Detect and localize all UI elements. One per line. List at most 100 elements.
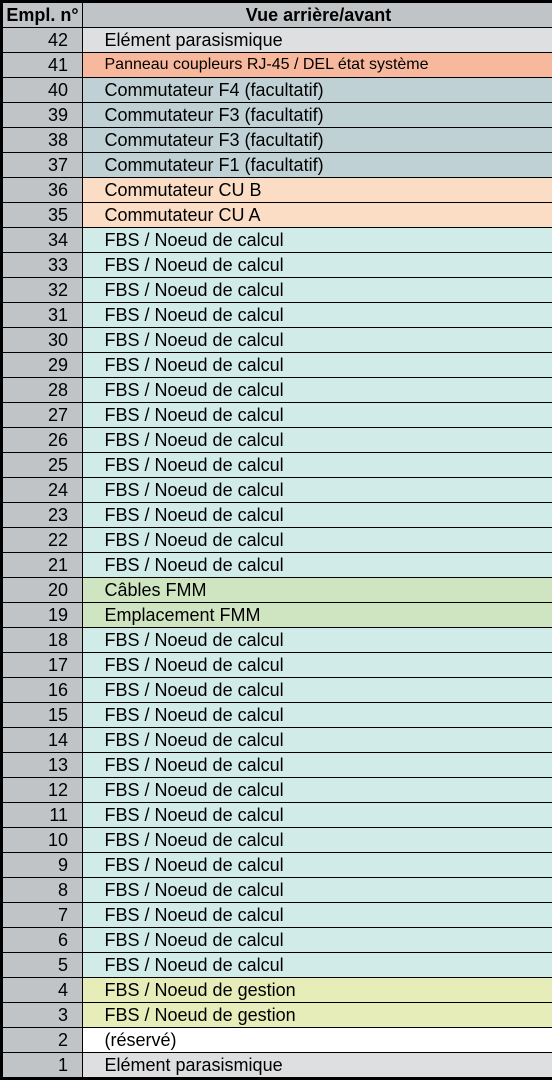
row-num: 38 [3, 128, 83, 153]
row-spacer [83, 553, 103, 578]
row-spacer [83, 478, 103, 503]
table-row: 35 Commutateur CU A [3, 203, 552, 228]
row-label: FBS / Noeud de gestion [103, 1003, 552, 1028]
table-row: 13 FBS / Noeud de calcul [3, 753, 552, 778]
row-label: FBS / Noeud de calcul [103, 678, 552, 703]
row-spacer [83, 903, 103, 928]
row-label: FBS / Noeud de calcul [103, 728, 552, 753]
table-row: 27FBS / Noeud de calcul [3, 403, 552, 428]
row-spacer [83, 528, 103, 553]
row-num: 25 [3, 453, 83, 478]
row-num: 41 [3, 53, 83, 78]
table-row: 5FBS / Noeud de calcul [3, 953, 552, 978]
row-spacer [83, 428, 103, 453]
row-label: FBS / Noeud de calcul [103, 903, 552, 928]
row-spacer [83, 128, 103, 153]
row-label: Commutateur F4 (facultatif) [103, 78, 552, 103]
row-num: 34 [3, 228, 83, 253]
table-row: 12FBS / Noeud de calcul [3, 778, 552, 803]
row-label: FBS / Noeud de calcul [103, 478, 552, 503]
row-label: (réservé) [103, 1028, 552, 1053]
row-label: FBS / Noeud de calcul [103, 653, 552, 678]
row-num: 32 [3, 278, 83, 303]
table-header-row: Empl. n° Vue arrière/avant [3, 3, 552, 28]
row-label: FBS / Noeud de calcul [103, 953, 552, 978]
table-row: 9FBS / Noeud de calcul [3, 853, 552, 878]
row-spacer [83, 378, 103, 403]
row-num: 6 [3, 928, 83, 953]
row-num: 35 [3, 203, 83, 228]
row-label: Panneau coupleurs RJ-45 / DEL état systè… [103, 53, 552, 78]
row-spacer [83, 853, 103, 878]
row-spacer [83, 53, 103, 78]
row-num: 23 [3, 503, 83, 528]
row-spacer [83, 178, 103, 203]
row-label: FBS / Noeud de calcul [103, 278, 552, 303]
row-label: FBS / Noeud de calcul [103, 378, 552, 403]
table-row: 41 Panneau coupleurs RJ-45 / DEL état sys… [3, 53, 552, 78]
row-num: 10 [3, 828, 83, 853]
row-num: 33 [3, 253, 83, 278]
table-row: 24 FBS / Noeud de calcul [3, 478, 552, 503]
row-label: Commutateur CU A [103, 203, 552, 228]
table-row: 16FBS / Noeud de calcul [3, 678, 552, 703]
row-spacer [83, 503, 103, 528]
table-row: 18FBS / Noeud de calcul [3, 628, 552, 653]
row-spacer [83, 228, 103, 253]
row-spacer [83, 828, 103, 853]
row-label: FBS / Noeud de calcul [103, 553, 552, 578]
row-label: FBS / Noeud de calcul [103, 753, 552, 778]
row-spacer [83, 778, 103, 803]
table-row: 17FBS / Noeud de calcul [3, 653, 552, 678]
table-row: 39Commutateur F3 (facultatif) [3, 103, 552, 128]
row-label: Câbles FMM [103, 578, 552, 603]
row-label: FBS / Noeud de gestion [103, 978, 552, 1003]
table-row: 42Elément parasismique [3, 28, 552, 53]
rack-table-wrapper: Empl. n° Vue arrière/avant 42Elément par… [0, 0, 552, 1080]
row-label: FBS / Noeud de calcul [103, 428, 552, 453]
row-num: 13 [3, 753, 83, 778]
header-vue: Vue arrière/avant [83, 3, 552, 28]
row-label: Commutateur CU B [103, 178, 552, 203]
row-label: FBS / Noeud de calcul [103, 528, 552, 553]
row-label: Commutateur F1 (facultatif) [103, 153, 552, 178]
table-row: 19Emplacement FMM [3, 603, 552, 628]
row-num: 40 [3, 78, 83, 103]
row-num: 21 [3, 553, 83, 578]
row-spacer [83, 253, 103, 278]
row-spacer [83, 1003, 103, 1028]
table-row: 28FBS / Noeud de calcul [3, 378, 552, 403]
row-num: 8 [3, 878, 83, 903]
row-spacer [83, 653, 103, 678]
rack-table: Empl. n° Vue arrière/avant 42Elément par… [2, 2, 552, 1078]
row-label: FBS / Noeud de calcul [103, 328, 552, 353]
table-row: 40 Commutateur F4 (facultatif) [3, 78, 552, 103]
table-row: 15FBS / Noeud de calcul [3, 703, 552, 728]
table-row: 21 FBS / Noeud de calcul [3, 553, 552, 578]
table-row: 29FBS / Noeud de calcul [3, 353, 552, 378]
row-spacer [83, 278, 103, 303]
row-spacer [83, 403, 103, 428]
row-num: 9 [3, 853, 83, 878]
row-spacer [83, 328, 103, 353]
row-label: FBS / Noeud de calcul [103, 353, 552, 378]
row-spacer [83, 978, 103, 1003]
row-label: FBS / Noeud de calcul [103, 928, 552, 953]
row-num: 36 [3, 178, 83, 203]
row-num: 22 [3, 528, 83, 553]
row-label: FBS / Noeud de calcul [103, 403, 552, 428]
row-num: 24 [3, 478, 83, 503]
row-spacer [83, 628, 103, 653]
row-label: FBS / Noeud de calcul [103, 803, 552, 828]
row-spacer [83, 953, 103, 978]
row-label: Commutateur F3 (facultatif) [103, 128, 552, 153]
row-num: 1 [3, 1053, 83, 1078]
table-row: 33FBS / Noeud de calcul [3, 253, 552, 278]
row-label: FBS / Noeud de calcul [103, 703, 552, 728]
table-row: 36 Commutateur CU B [3, 178, 552, 203]
row-num: 31 [3, 303, 83, 328]
row-label: Commutateur F3 (facultatif) [103, 103, 552, 128]
row-spacer [83, 78, 103, 103]
row-label: Elément parasismique [103, 1053, 552, 1078]
row-label: FBS / Noeud de calcul [103, 778, 552, 803]
